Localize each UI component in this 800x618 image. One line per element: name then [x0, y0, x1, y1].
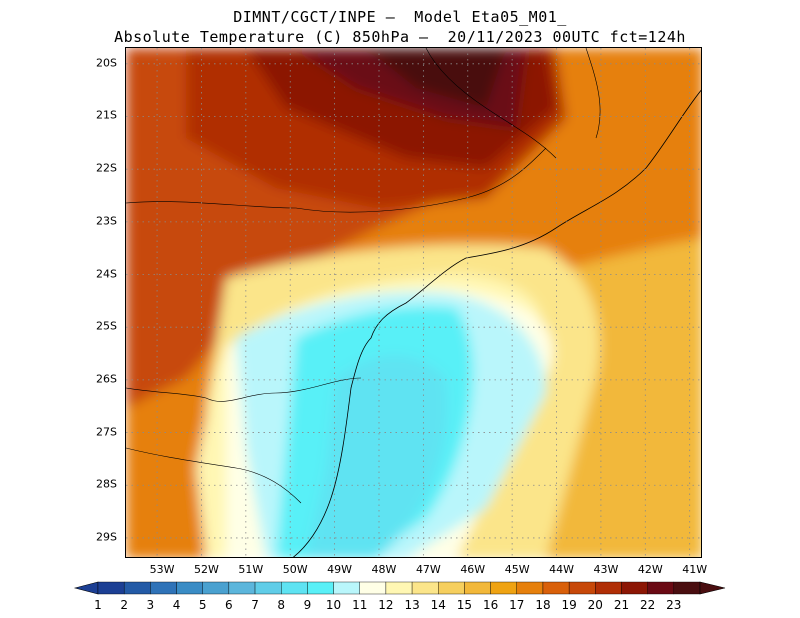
state-border — [126, 447, 302, 504]
colorbar-box — [385, 581, 413, 595]
longitude-label: 43W — [593, 563, 619, 576]
colorbar-box — [281, 581, 308, 595]
longitude-label: 50W — [282, 563, 308, 576]
latitude-label: 22S — [96, 161, 117, 175]
state-border — [585, 48, 601, 139]
colorbar-label: 18 — [535, 598, 551, 612]
latitude-label: 25S — [96, 319, 117, 333]
colorbar-box — [176, 581, 203, 595]
colorbar-label: 20 — [587, 598, 603, 612]
colorbar-label: 9 — [303, 598, 312, 612]
colorbar-label: 22 — [640, 598, 656, 612]
colorbar-box — [254, 581, 282, 595]
colorbar-label: 11 — [352, 598, 368, 612]
colorbar-box — [464, 581, 491, 595]
latitude-label: 26S — [96, 372, 117, 386]
chart-subtitle: Absolute Temperature (C) 850hPa – 20/11/… — [114, 28, 686, 46]
colorbar-box — [647, 581, 675, 595]
latitude-label: 23S — [96, 214, 117, 228]
colorbar-box — [542, 581, 570, 595]
longitude-label: 46W — [460, 563, 486, 576]
latitude-label: 21S — [96, 108, 117, 122]
colorbar — [73, 581, 726, 595]
colorbar-box — [595, 581, 622, 595]
colorbar-box — [438, 581, 465, 595]
colorbar-box — [97, 581, 125, 595]
colorbar-label: 7 — [251, 598, 259, 612]
longitude-label: 45W — [504, 563, 530, 576]
colorbar-underflow-triangle — [73, 581, 99, 595]
latitude-label: 29S — [96, 530, 117, 544]
colorbar-box — [673, 581, 701, 595]
temperature-map — [126, 48, 701, 557]
colorbar-box — [490, 581, 517, 595]
colorbar-box — [621, 581, 648, 595]
longitude-label: 41W — [682, 563, 708, 576]
colorbar-label: 12 — [378, 598, 394, 612]
colorbar-overflow-triangle — [699, 581, 726, 595]
colorbar-label: 13 — [404, 598, 420, 612]
colorbar-label: 8 — [277, 598, 286, 612]
chart-title: DIMNT/CGCT/INPE – Model Eta05_M01_ — [233, 8, 567, 26]
colorbar-label: 1 — [94, 598, 102, 612]
state-border — [425, 48, 557, 159]
colorbar-label: 10 — [325, 598, 342, 612]
colorbar-box — [411, 581, 439, 595]
colorbar-label: 23 — [666, 598, 682, 612]
colorbar-label: 4 — [172, 598, 181, 612]
colorbar-label: 17 — [509, 598, 525, 612]
colorbar-box — [228, 581, 256, 595]
temperature-field — [126, 48, 701, 557]
coastline — [292, 89, 701, 557]
longitude-label: 49W — [327, 563, 353, 576]
map-panel[interactable] — [125, 47, 702, 558]
latitude-label: 24S — [96, 267, 117, 281]
colorbar-box — [307, 581, 334, 595]
colorbar-box — [516, 581, 544, 595]
longitude-label: 51W — [238, 563, 264, 576]
colorbar-label: 14 — [430, 598, 446, 612]
colorbar-label: 19 — [561, 598, 577, 612]
state-border — [126, 147, 547, 213]
longitude-label: 52W — [194, 563, 219, 576]
colorbar-label: 15 — [456, 598, 473, 612]
longitude-label: 48W — [371, 563, 397, 576]
longitude-label: 47W — [415, 563, 441, 576]
state-border — [126, 377, 362, 402]
latitude-label: 28S — [96, 477, 117, 491]
longitude-label: 53W — [149, 563, 175, 576]
colorbar-label: 3 — [146, 598, 155, 612]
colorbar-label: 6 — [225, 598, 233, 612]
colorbar-box — [123, 581, 151, 595]
colorbar-label: 16 — [482, 598, 499, 612]
longitude-label: 42W — [637, 563, 663, 576]
colorbar-box — [202, 581, 230, 595]
longitude-label: 44W — [549, 563, 574, 576]
colorbar-box — [359, 581, 387, 595]
colorbar-label: 2 — [120, 598, 128, 612]
latitude-label: 20S — [96, 56, 117, 70]
colorbar-box — [568, 581, 596, 595]
colorbar-label: 5 — [198, 598, 207, 612]
colorbar-label: 21 — [613, 598, 630, 612]
colorbar-box — [333, 581, 360, 595]
latitude-label: 27S — [96, 425, 117, 439]
colorbar-box — [150, 581, 177, 595]
